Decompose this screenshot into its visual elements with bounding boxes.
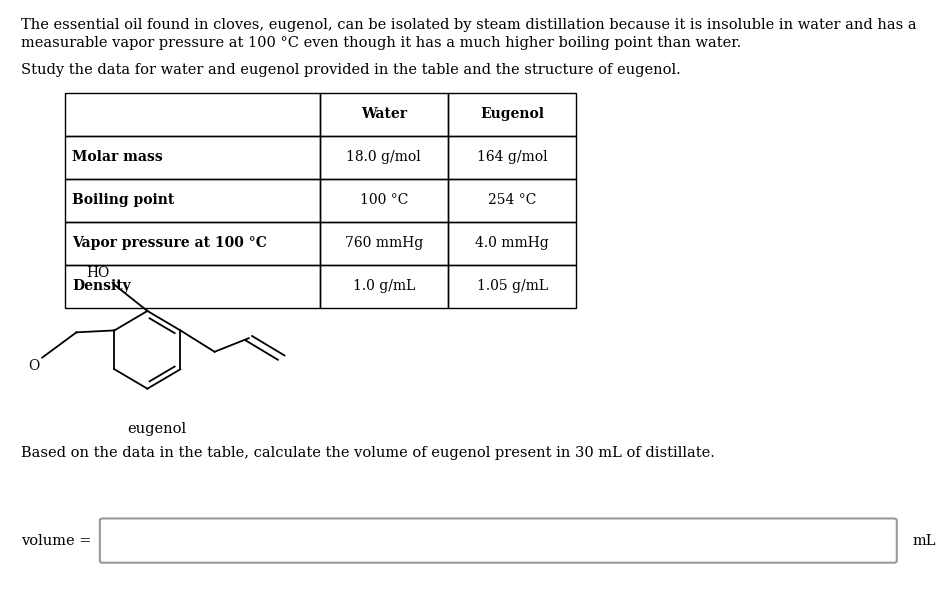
Text: mL: mL [913,533,937,548]
Text: The essential oil found in cloves, eugenol, can be isolated by steam distillatio: The essential oil found in cloves, eugen… [21,18,917,32]
Text: 18.0 g/mol: 18.0 g/mol [346,150,421,164]
Text: 254 °C: 254 °C [488,193,536,208]
Text: 4.0 mmHg: 4.0 mmHg [476,236,549,251]
Text: eugenol: eugenol [127,422,186,435]
Text: 100 °C: 100 °C [359,193,408,208]
Text: 760 mmHg: 760 mmHg [344,236,423,251]
Text: O: O [29,359,39,373]
Text: volume =: volume = [21,533,91,548]
Text: Study the data for water and eugenol provided in the table and the structure of : Study the data for water and eugenol pro… [21,63,681,77]
Text: Density: Density [72,279,131,294]
Text: Molar mass: Molar mass [72,150,163,164]
Text: Boiling point: Boiling point [72,193,175,208]
Text: 164 g/mol: 164 g/mol [476,150,548,164]
Text: 1.0 g/mL: 1.0 g/mL [353,279,415,294]
Text: Vapor pressure at 100 °C: Vapor pressure at 100 °C [72,236,267,251]
Text: Based on the data in the table, calculate the volume of eugenol present in 30 mL: Based on the data in the table, calculat… [21,446,715,459]
Text: HO: HO [87,266,109,280]
Text: Eugenol: Eugenol [480,107,544,121]
Text: 1.05 g/mL: 1.05 g/mL [476,279,548,294]
Text: measurable vapor pressure at 100 °C even though it has a much higher boiling poi: measurable vapor pressure at 100 °C even… [21,36,741,50]
Text: Water: Water [360,107,407,121]
